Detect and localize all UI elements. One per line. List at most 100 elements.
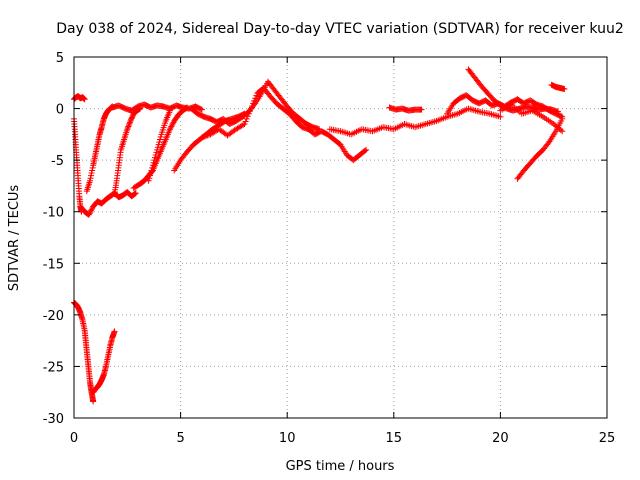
data-point [146,175,153,182]
plot-frame [73,56,608,419]
series-arc-4 [83,103,116,195]
data-point [242,118,249,125]
data-point [557,127,564,134]
data-point [206,131,213,138]
data-point [249,102,256,109]
data-point [156,139,163,146]
series-arc-20 [90,328,118,396]
series-arc-15 [465,66,561,115]
data-point [559,128,566,135]
data-point [243,115,250,122]
data-point [418,106,425,113]
series-arc-11 [198,84,370,164]
data-point [203,132,210,139]
data-point [166,126,173,133]
data-point [126,119,133,126]
data-point [157,133,164,140]
data-point [201,133,208,140]
data-point [149,162,156,169]
data-point [250,100,257,107]
y-tick-label: -25 [43,360,64,375]
data-point [88,207,95,214]
x-tick-label: 20 [492,431,509,446]
data-point [85,211,92,218]
data-point [87,175,94,182]
data-point [151,157,158,164]
data-point [247,105,254,112]
data-point [497,113,504,120]
x-tick-label: 25 [599,431,616,446]
data-point [155,141,162,148]
data-point [168,123,175,130]
series-arc-7 [130,104,190,191]
data-point [198,134,205,141]
data-point [88,206,95,213]
y-axis-label: SDTVAR / TECUs [7,185,22,292]
data-point [197,106,204,113]
series-arc-13 [386,104,425,114]
data-points [71,66,568,405]
series-arc-12 [326,105,504,138]
data-point [169,122,176,129]
data-point [244,113,251,120]
data-point [156,136,163,143]
data-point [90,398,97,405]
data-point [200,133,207,140]
data-point [545,139,552,146]
data-point [89,167,96,174]
data-point [131,191,138,198]
data-point [204,132,211,139]
y-tick-label: -30 [43,412,64,427]
data-point [154,146,161,153]
data-point [252,95,259,102]
data-point [251,97,258,104]
data-point [87,209,94,216]
x-tick-label: 15 [386,431,403,446]
x-tick-label: 5 [176,431,184,446]
data-point [241,121,248,128]
data-point [89,164,96,171]
data-point [147,172,154,179]
y-tick-label: -15 [43,257,64,272]
x-tick-label: 0 [70,431,78,446]
x-tick-label: 10 [279,431,296,446]
series-arc-6 [111,105,144,198]
data-point [124,126,131,133]
data-point [561,85,568,92]
data-point [240,121,247,128]
x-axis-label: GPS time / hours [286,459,395,474]
data-point [182,105,189,112]
data-point [152,151,159,158]
data-point [183,105,190,112]
data-point [137,105,144,112]
series-arc-8 [145,107,173,184]
data-point [166,107,173,114]
data-point [111,328,118,335]
data-point [86,210,93,217]
y-tick-label: 0 [56,103,64,118]
axis-ticks: 0 5 10 15 20 25 -30 -25 -20 -15 -10 -5 0 5 [43,51,616,446]
data-point [148,167,155,174]
data-point [153,149,160,156]
y-tick-label: -5 [51,154,64,169]
data-point [132,190,139,197]
y-tick-label: -10 [43,206,64,221]
data-point [147,170,154,177]
data-point [559,115,566,122]
data-point [125,123,132,130]
data-point [169,120,176,127]
data-point [132,190,139,197]
data-point [245,110,252,117]
data-point [246,108,253,115]
data-point [167,124,174,131]
data-point [154,144,161,151]
data-point [362,147,369,154]
series-arc-18 [548,81,568,92]
y-tick-label: -20 [43,309,64,324]
data-point [152,154,159,161]
data-point [183,104,190,111]
y-tick-label: 5 [56,51,64,66]
chart-title: Day 038 of 2024, Sidereal Day-to-day VTE… [56,21,624,37]
